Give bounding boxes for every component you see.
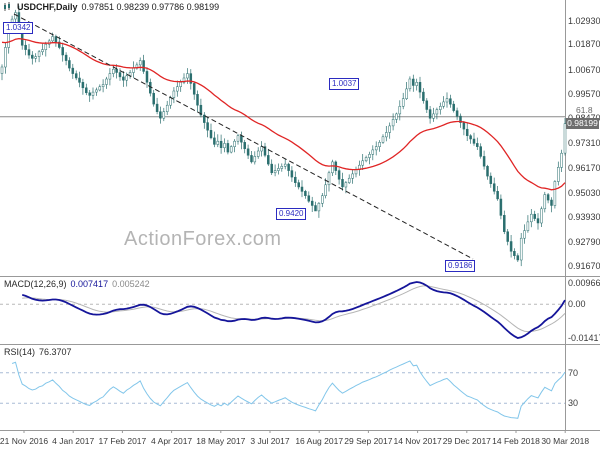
macd-name: MACD(12,26,9) (4, 279, 67, 289)
rsi-value: 76.3707 (39, 347, 72, 357)
watermark: ActionForex.com (124, 228, 282, 250)
current-price-tag: 0.98199 (566, 118, 599, 130)
macd-indicator-label: MACD(12,26,9) 0.007417 0.005242 (4, 279, 150, 289)
fib-level-label: 61.8 (576, 105, 593, 115)
symbol-label: USDCHF,Daily (17, 2, 78, 12)
chart-title: USDCHF,Daily 0.97851 0.98239 0.97786 0.9… (3, 2, 219, 12)
macd-signal-value: 0.005242 (112, 279, 150, 289)
chart-icon (4, 2, 10, 11)
macd-main-value: 0.007417 (70, 279, 109, 289)
rsi-indicator-label: RSI(14) 76.3707 (4, 347, 72, 357)
rsi-name: RSI(14) (4, 347, 36, 357)
ohlc-values: 0.97851 0.98239 0.97786 0.98199 (81, 2, 220, 12)
